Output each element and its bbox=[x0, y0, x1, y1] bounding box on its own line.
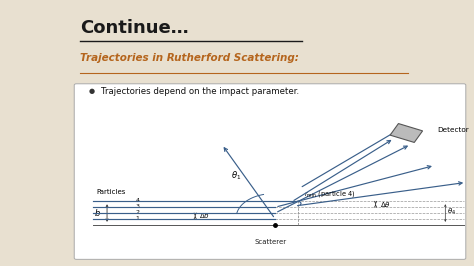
Text: Trajectories in Rutherford Scattering:: Trajectories in Rutherford Scattering: bbox=[81, 53, 299, 63]
Text: 4: 4 bbox=[136, 198, 140, 203]
Text: $r_{\rm min}$ (particle 4): $r_{\rm min}$ (particle 4) bbox=[304, 189, 356, 199]
Text: $\theta_4$: $\theta_4$ bbox=[447, 207, 456, 217]
Text: 3: 3 bbox=[136, 204, 140, 209]
FancyBboxPatch shape bbox=[74, 84, 466, 259]
Text: Continue…: Continue… bbox=[81, 19, 189, 37]
Text: 2: 2 bbox=[136, 210, 140, 215]
Text: Trajectories depend on the impact parameter.: Trajectories depend on the impact parame… bbox=[101, 87, 299, 96]
Text: 1: 1 bbox=[136, 216, 140, 221]
Text: Particles: Particles bbox=[97, 189, 126, 195]
Text: b: b bbox=[94, 209, 100, 218]
Text: $\Delta\theta$: $\Delta\theta$ bbox=[380, 200, 391, 209]
Text: $\theta_1$: $\theta_1$ bbox=[231, 169, 241, 182]
Text: Detector: Detector bbox=[437, 127, 469, 133]
Text: Scatterer: Scatterer bbox=[255, 239, 287, 246]
Text: ●: ● bbox=[89, 88, 95, 94]
Polygon shape bbox=[390, 124, 423, 142]
Text: $\Delta b$: $\Delta b$ bbox=[199, 211, 210, 221]
